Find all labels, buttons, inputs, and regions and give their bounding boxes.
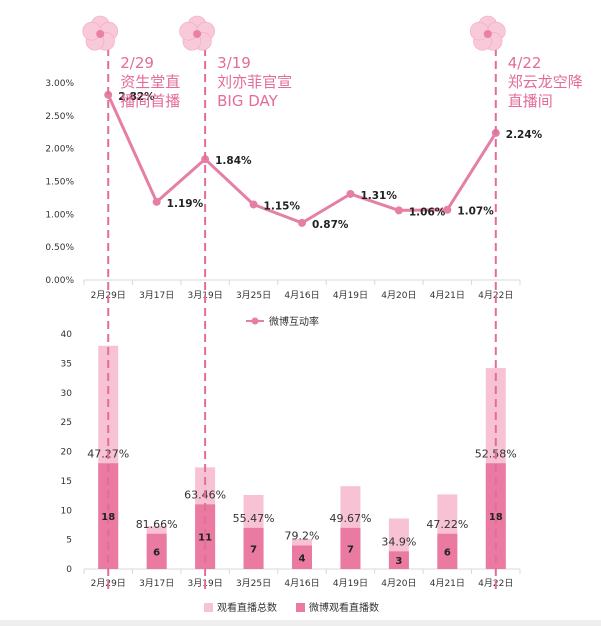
line-y-tick-label: 1.50%: [45, 178, 74, 188]
line-legend-marker: [251, 317, 259, 325]
line-data-label: 1.19%: [167, 198, 204, 210]
bar-x-tick-label: 4月16日: [284, 578, 319, 589]
line-point: [152, 197, 161, 206]
bar-weibo-value-label: 11: [198, 533, 212, 544]
line-data-label: 0.87%: [312, 219, 349, 231]
bar-x-tick-label: 3月17日: [139, 578, 174, 589]
line-data-label: 1.06%: [409, 206, 446, 218]
line-x-tick-label: 3月25日: [236, 290, 271, 301]
event-date-label: 3/19: [217, 54, 251, 72]
line-y-tick-label: 2.00%: [45, 145, 74, 155]
bar-y-tick-label: 25: [61, 418, 72, 428]
event-label-line2: BIG DAY: [217, 92, 278, 110]
bar-x-tick-label: 4月21日: [430, 578, 465, 589]
line-y-tick-label: 0.00%: [45, 276, 74, 286]
line-data-label: 1.31%: [360, 190, 397, 202]
bar-legend-swatch-weibo: [296, 603, 305, 612]
line-data-label: 1.15%: [264, 200, 301, 212]
line-x-tick-label: 4月21日: [430, 290, 465, 301]
bar-ratio-label: 79.2%: [285, 530, 320, 543]
bar-y-tick-label: 20: [61, 448, 73, 458]
line-y-tick-label: 1.00%: [45, 210, 74, 220]
bar-y-tick-label: 40: [61, 330, 73, 340]
event-label-line1: 郑云龙空降: [508, 73, 583, 91]
bar-y-tick-label: 30: [61, 389, 73, 399]
bar-weibo-viewers: [388, 551, 409, 569]
line-point: [346, 189, 355, 198]
line-legend-label: 微博互动率: [269, 315, 319, 328]
event-date-label: 4/22: [508, 54, 542, 72]
line-data-label: 1.84%: [215, 155, 252, 167]
sakura-flower-icon: [82, 15, 119, 51]
bar-ratio-label: 49.67%: [329, 512, 371, 525]
line-point: [394, 206, 403, 215]
line-x-tick-label: 4月20日: [381, 290, 416, 301]
bar-legend-swatch-total: [204, 603, 213, 612]
bar-ratio-label: 34.9%: [381, 535, 416, 548]
bar-weibo-value-label: 6: [153, 547, 160, 558]
bar-ratio-label: 47.22%: [426, 518, 468, 531]
sakura-flower-icon: [179, 15, 215, 51]
sakura-flower-icon: [469, 15, 506, 51]
line-data-label: 2.24%: [506, 129, 543, 141]
line-data-label: 1.07%: [457, 206, 494, 218]
line-point: [298, 218, 306, 227]
bar-y-tick-label: 15: [61, 477, 72, 487]
bar-x-tick-label: 4月20日: [381, 578, 416, 589]
bar-weibo-value-label: 4: [299, 553, 306, 564]
bar-legend-label-weibo: 微博观看直播数: [309, 601, 379, 614]
bar-x-tick-label: 4月19日: [333, 578, 368, 589]
bar-ratio-label: 81.66%: [136, 518, 178, 531]
line-point: [249, 200, 258, 209]
event-label-line2: 播间首播: [120, 92, 180, 110]
bar-legend-label-total: 观看直播总数: [217, 601, 277, 614]
bar-y-tick-label: 35: [61, 359, 72, 369]
line-x-tick-label: 4月16日: [284, 290, 319, 301]
line-data-label: 2.82%: [118, 91, 155, 103]
bar-weibo-value-label: 6: [444, 547, 451, 558]
event-label-line1: 刘亦菲官宣: [217, 73, 292, 91]
bar-x-tick-label: 3月25日: [236, 578, 271, 589]
bar-y-tick-label: 10: [61, 506, 73, 516]
bar-weibo-viewers: [340, 527, 361, 569]
bar-weibo-value-label: 3: [395, 556, 402, 567]
footer-strip: [0, 620, 601, 626]
event-label-line2: 直播间: [508, 92, 553, 110]
line-y-tick-label: 3.00%: [45, 79, 74, 89]
bar-weibo-viewers: [292, 545, 312, 569]
line-point: [443, 205, 452, 214]
bar-ratio-label: 55.47%: [233, 512, 275, 525]
line-y-tick-label: 2.50%: [45, 112, 74, 122]
bar-weibo-value-label: 7: [347, 544, 354, 555]
bar-y-tick-label: 0: [66, 565, 72, 575]
line-x-tick-label: 3月17日: [139, 290, 174, 301]
line-x-tick-label: 4月19日: [333, 290, 368, 301]
bar-weibo-viewers: [437, 533, 458, 569]
bar-weibo-viewers: [243, 527, 264, 569]
line-y-tick-label: 0.50%: [45, 243, 74, 253]
bar-weibo-value-label: 7: [250, 544, 257, 555]
bar-weibo-viewers: [146, 533, 167, 569]
event-label-line1: 资生堂直: [120, 73, 180, 91]
bar-y-tick-label: 5: [66, 536, 72, 546]
event-date-label: 2/29: [120, 54, 154, 72]
